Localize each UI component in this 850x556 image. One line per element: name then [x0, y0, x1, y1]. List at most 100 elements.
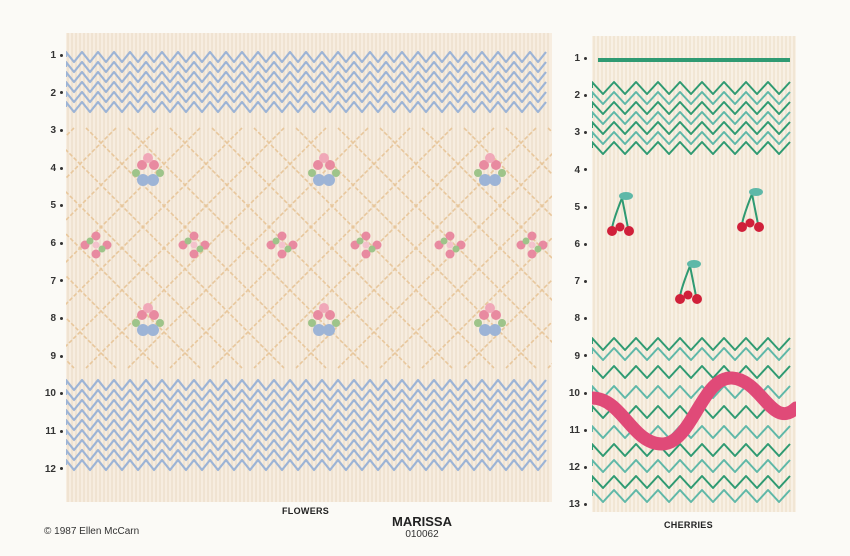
cherries-row-number-label: 13: [568, 499, 580, 511]
cherries-row-number-label: 7: [574, 276, 580, 288]
plate-code: 010062: [405, 529, 439, 540]
flowers-row-number: 2: [50, 88, 63, 99]
row-marker-dot: [60, 91, 63, 95]
cherries-caption: CHERRIES: [664, 520, 713, 530]
row-marker-dot: [60, 129, 63, 133]
flowers-row-number: 6: [50, 238, 63, 249]
row-marker-dot: [584, 205, 587, 209]
flowers-smocking-sample: [66, 33, 552, 502]
flower-motif: [474, 153, 506, 186]
flowers-row-number: 1: [50, 50, 63, 61]
cherries-row-number: 5: [574, 202, 587, 213]
flowers-row-number: 3: [50, 125, 63, 136]
flowers-row-number-label: 2: [50, 87, 56, 99]
plate-title: MARISSA: [392, 514, 452, 529]
flowers-caption: FLOWERS: [282, 506, 330, 516]
flowers-row-number: 10: [45, 388, 63, 399]
row-marker-dot: [584, 56, 587, 60]
flowers-row-number-label: 10: [44, 388, 56, 400]
flowers-row-number-label: 8: [50, 313, 56, 325]
flowers-row-number: 8: [50, 313, 63, 324]
cherries-row-number-label: 3: [574, 127, 580, 139]
row-marker-dot: [584, 354, 587, 358]
cherries-row-number-label: 12: [568, 462, 580, 474]
flowers-row-number-label: 7: [50, 275, 56, 287]
cherries-row-number: 1: [574, 53, 587, 64]
cherries-pattern-art: [592, 36, 796, 512]
flowers-row-number: 11: [45, 426, 63, 437]
flowers-row-number-label: 12: [44, 463, 56, 475]
row-marker-dot: [60, 53, 63, 57]
row-marker-dot: [584, 280, 587, 284]
flower-motif: [132, 303, 164, 336]
cherries-row-number: 2: [574, 90, 587, 101]
cherries-row-number-label: 11: [569, 425, 580, 436]
row-marker-dot: [584, 391, 587, 395]
cherry-motif: [675, 260, 702, 304]
cherries-row-number: 11: [569, 425, 587, 436]
flowers-pattern-art: [66, 33, 552, 502]
rosette-motif: [350, 231, 382, 259]
cherries-smocking-sample: [592, 36, 796, 512]
flowers-row-number: 5: [50, 200, 63, 211]
cherries-row-number: 12: [569, 462, 587, 473]
flowers-row-number-label: 11: [45, 426, 56, 437]
flowers-row-number: 9: [50, 351, 63, 362]
cherries-row-number: 4: [574, 165, 587, 176]
row-marker-dot: [60, 166, 63, 170]
cherries-row-number-label: 2: [574, 90, 580, 102]
rosette-motif: [516, 231, 548, 259]
row-marker-dot: [584, 317, 587, 321]
flowers-row-number-label: 4: [50, 162, 56, 174]
cherries-row-number: 6: [574, 239, 587, 250]
cherries-row-number: 8: [574, 313, 587, 324]
flower-motif: [474, 303, 506, 336]
copyright-text: © 1987 Ellen McCarn: [44, 526, 140, 537]
row-marker-dot: [584, 428, 587, 432]
row-marker-dot: [60, 241, 63, 245]
cherries-row-number: 13: [569, 499, 587, 510]
row-marker-dot: [584, 131, 587, 135]
cherries-row-number-label: 9: [574, 350, 580, 362]
row-marker-dot: [60, 354, 63, 358]
row-marker-dot: [60, 279, 63, 283]
cherry-motif: [607, 192, 634, 236]
flowers-row-number-label: 3: [50, 125, 56, 137]
flower-motif: [308, 153, 340, 186]
flowers-row-number: 4: [50, 163, 63, 174]
cherries-row-number: 3: [574, 127, 587, 138]
flower-motif: [132, 153, 164, 186]
flowers-row-number-label: 6: [50, 238, 56, 249]
flower-motif: [308, 303, 340, 336]
row-marker-dot: [60, 429, 63, 433]
row-marker-dot: [584, 168, 587, 172]
row-marker-dot: [60, 204, 63, 208]
row-marker-dot: [584, 466, 587, 470]
cherries-row-number-label: 4: [574, 164, 580, 176]
row-marker-dot: [60, 317, 63, 321]
flowers-row-number: 7: [50, 276, 63, 287]
row-marker-dot: [584, 242, 587, 246]
flowers-row-number: 12: [45, 464, 63, 475]
cherry-motif: [737, 188, 764, 232]
rosette-motif: [434, 231, 466, 259]
row-marker-dot: [60, 392, 63, 396]
cherries-row-number-label: 8: [574, 313, 580, 325]
rosette-motif: [80, 231, 112, 259]
cherries-row-number-label: 1: [574, 53, 580, 64]
rosette-motif: [266, 231, 298, 259]
rosette-motif: [178, 231, 210, 259]
row-marker-dot: [584, 94, 587, 98]
cherries-row-number-label: 10: [568, 387, 580, 399]
row-marker-dot: [60, 467, 63, 471]
flowers-row-number-label: 1: [50, 50, 56, 61]
row-marker-dot: [584, 503, 587, 507]
cherries-row-number: 9: [574, 351, 587, 362]
cherries-row-number-label: 6: [574, 239, 580, 250]
cherries-row-number: 10: [569, 388, 587, 399]
cherries-row-number-label: 5: [574, 201, 580, 213]
flowers-row-number-label: 9: [50, 350, 56, 362]
flowers-row-number-label: 5: [50, 200, 56, 212]
pleat-lines: [67, 33, 549, 502]
cherries-row-number: 7: [574, 276, 587, 287]
